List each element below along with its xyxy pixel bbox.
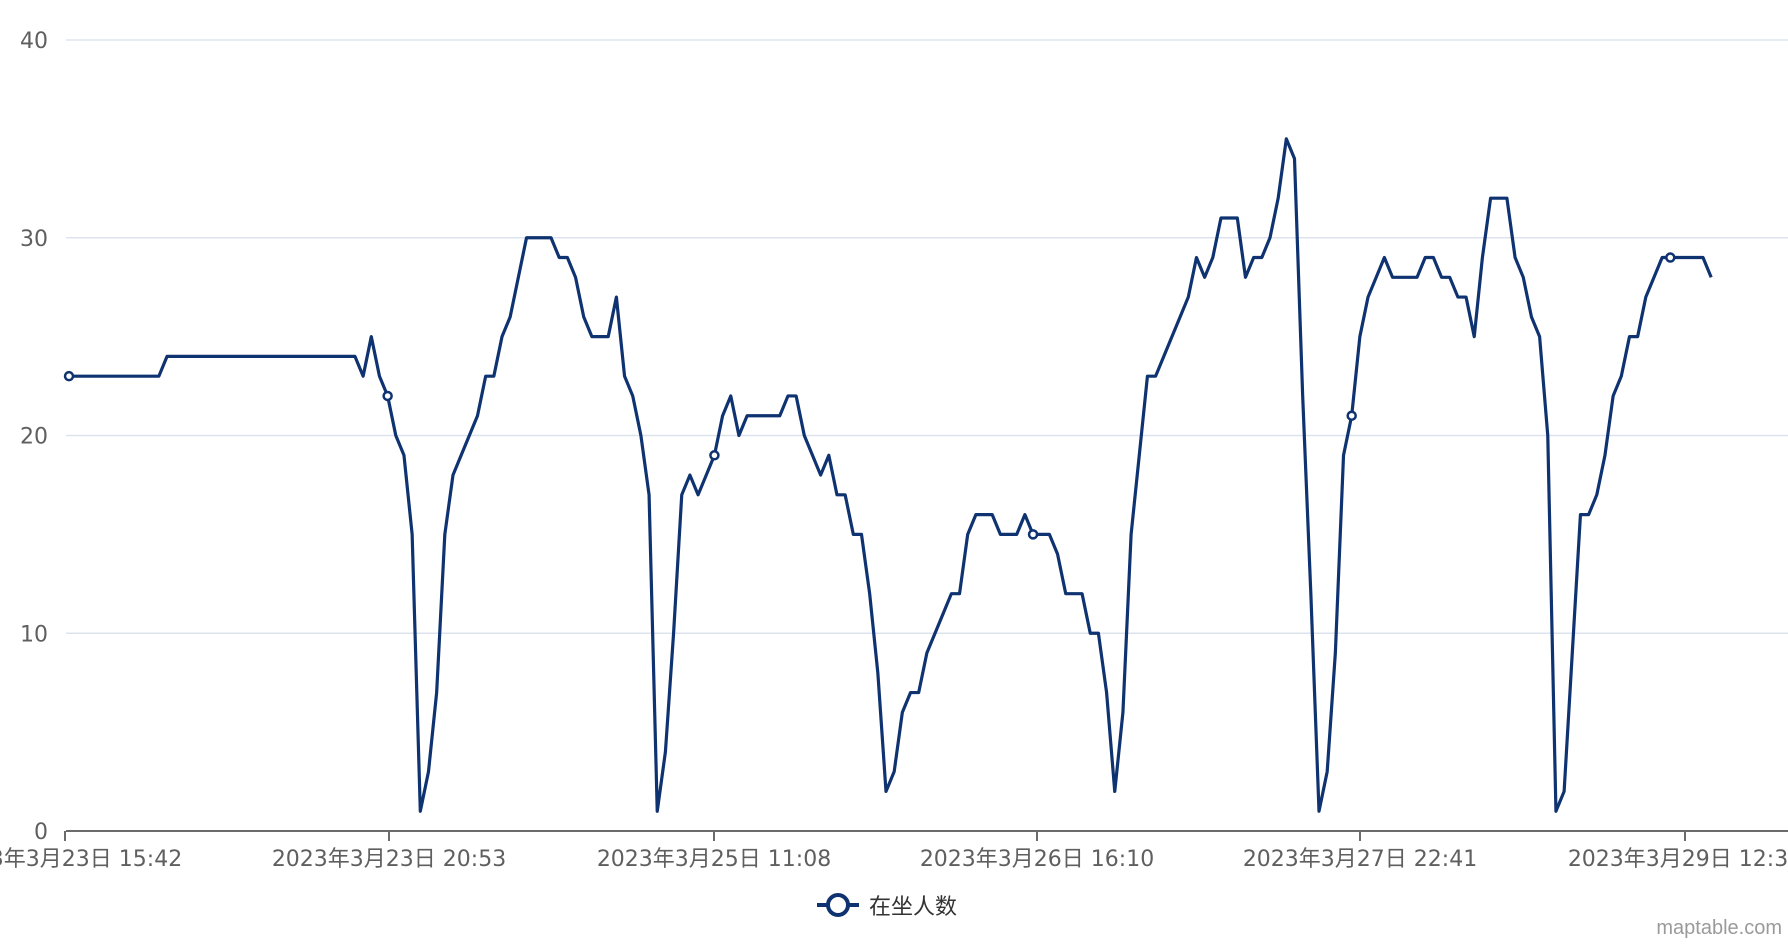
grid-lines (66, 39, 1788, 634)
data-point-marker[interactable] (382, 390, 393, 402)
legend-line-circle-icon (817, 893, 859, 917)
y-tick-label: 30 (20, 227, 48, 252)
data-point-marker[interactable] (1027, 529, 1039, 540)
watermark: maptable.com (1656, 917, 1782, 939)
x-tick-label: 2023年3月25日 11:08 (597, 847, 831, 872)
data-point-marker[interactable] (709, 450, 720, 461)
data-point-marker[interactable] (63, 370, 75, 382)
x-tick-label: 2023年3月29日 12:34 (1568, 847, 1788, 872)
y-axis-ticks: 0 10 20 30 40 (20, 29, 48, 845)
x-tick-label: 2023年3月27日 22:41 (1243, 847, 1477, 872)
series-layer (63, 137, 1713, 813)
y-tick-label: 10 (20, 622, 48, 647)
x-tick-label: 2023年3月23日 15:42 (0, 847, 182, 872)
series-line (69, 137, 1713, 813)
y-tick-label: 0 (34, 820, 48, 845)
y-tick-label: 20 (20, 425, 48, 450)
x-tick-label: 2023年3月26日 16:10 (920, 847, 1154, 872)
y-tick-label: 40 (20, 29, 48, 54)
data-point-marker[interactable] (1346, 410, 1357, 421)
x-tick-label: 2023年3月23日 20:53 (272, 847, 506, 872)
legend[interactable]: 在坐人数 (815, 890, 957, 920)
legend-label: 在坐人数 (869, 895, 958, 920)
x-axis: 2023年3月23日 15:42 2023年3月23日 20:53 2023年3月2… (0, 830, 1788, 872)
data-point-marker[interactable] (1665, 252, 1676, 263)
